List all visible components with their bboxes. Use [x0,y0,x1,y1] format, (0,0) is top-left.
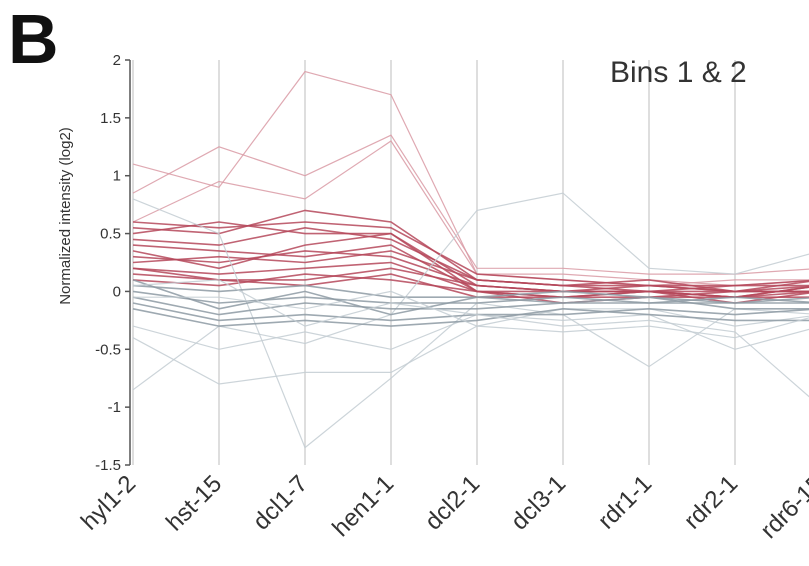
y-tick-label: -1.5 [95,457,121,474]
y-tick-labels: -1.5 -1 -0.5 0 0.5 1 1.5 2 [95,52,121,474]
x-tick-label: dcl3-1 [506,470,571,535]
x-tick-label: rdr6-15 [755,470,809,544]
y-tick-label: 2 [113,52,121,69]
x-tick-labels: hyl1-2 hst-15 dcl1-7 hen1-1 dcl2-1 dcl3-1 rdr1… [76,470,809,544]
series-lines [132,70,809,449]
x-tick-label: hst-15 [161,470,227,536]
series-line [132,232,809,293]
series-line [132,70,809,287]
chart-title: Bins 1 & 2 [610,56,747,89]
x-tick-label: hyl1-2 [76,470,141,535]
y-tick-label: 1 [113,168,121,185]
y-tick-label: -0.5 [95,341,121,358]
y-tick-label: 1.5 [100,110,121,127]
series-line [132,284,809,304]
series-line [132,192,809,391]
x-tick-label: dcl1-7 [248,470,313,535]
y-tick-label: 0.5 [100,226,121,243]
y-tick-label: 0 [113,283,121,300]
y-tick-label: -1 [108,399,121,416]
x-tick-label: dcl2-1 [420,470,485,535]
series-line [132,250,809,287]
series-line [132,307,809,327]
series-line [132,296,809,316]
x-tick-label: hen1-1 [327,470,399,542]
series-line [133,290,809,339]
x-tick-label: rdr1-1 [593,470,657,534]
y-axis [125,59,131,466]
x-tick-label: rdr2-1 [679,470,743,534]
y-axis-title: Normalized intensity (log2) [57,127,74,305]
series-line [132,279,809,398]
panel-letter: B [8,0,59,78]
series-line [132,134,809,275]
